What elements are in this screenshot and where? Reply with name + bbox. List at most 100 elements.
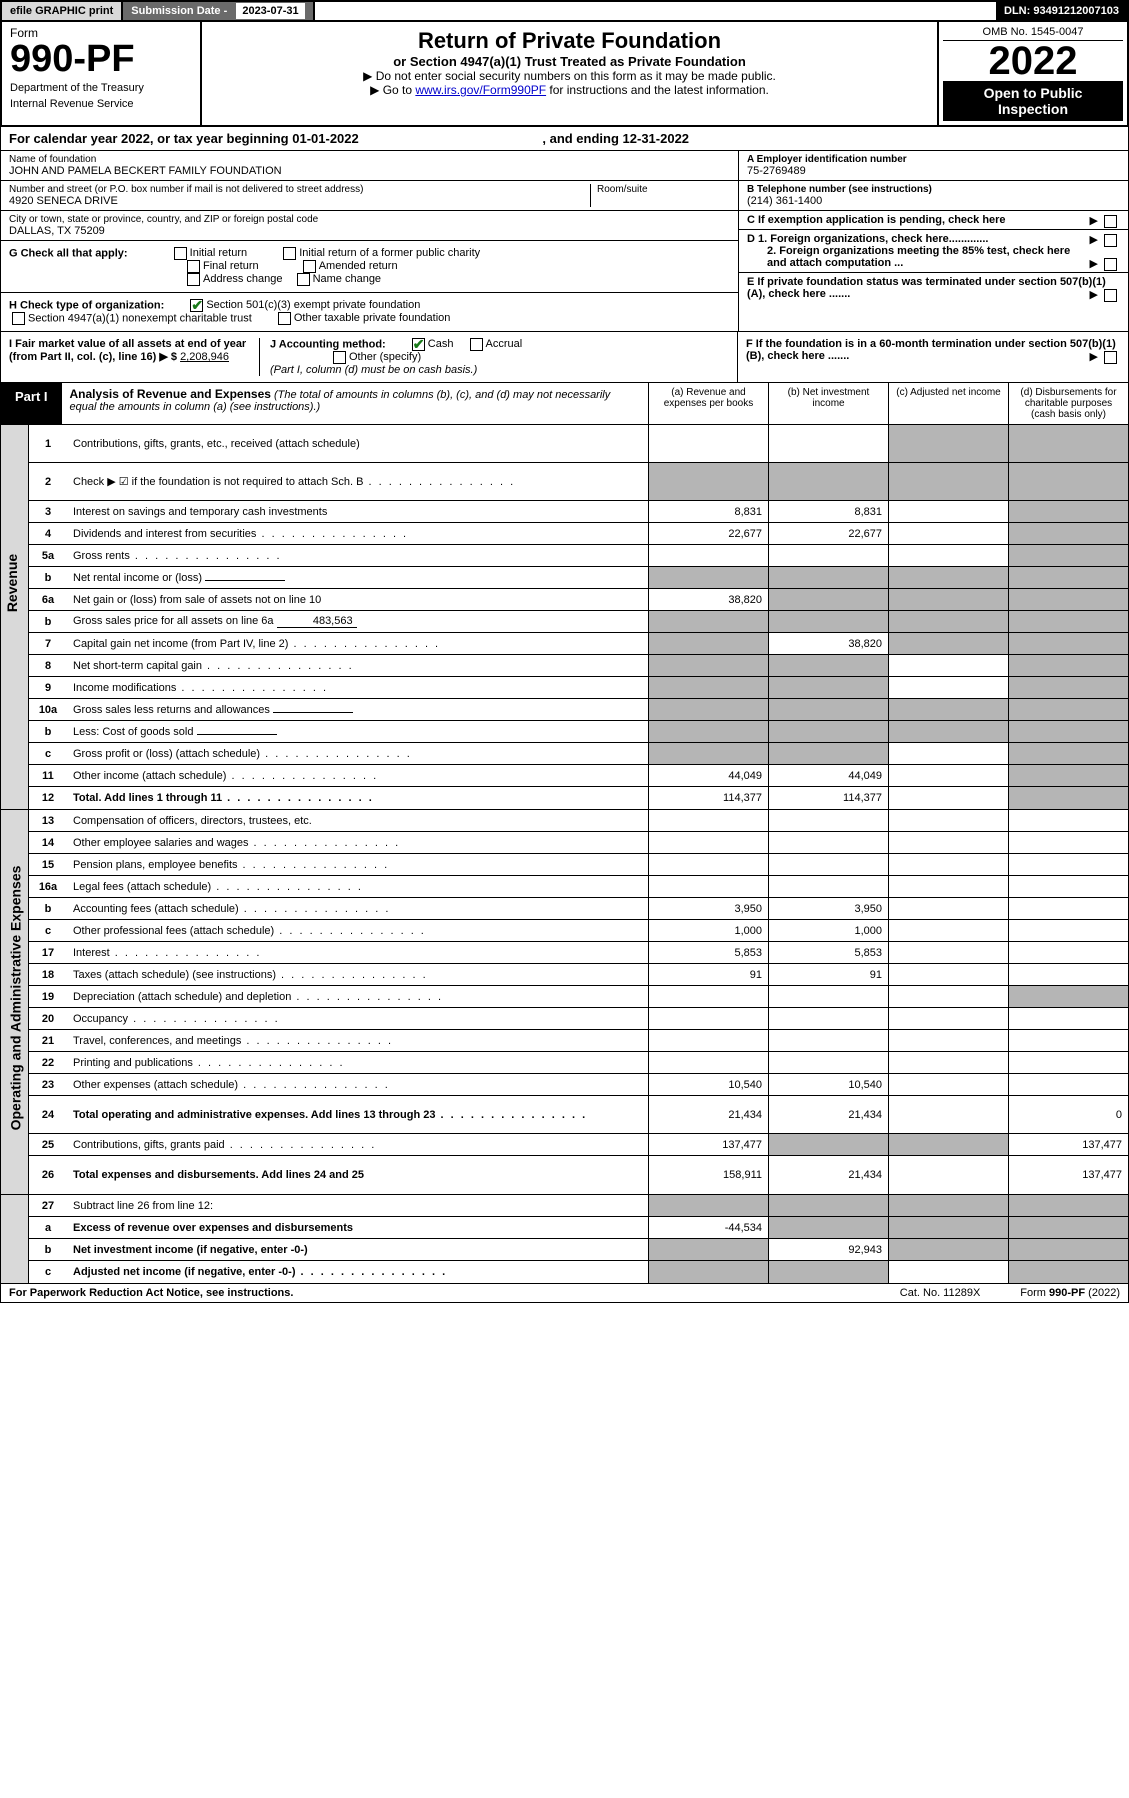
d1-checkbox[interactable] xyxy=(1104,234,1117,247)
table-row: 8Net short-term capital gain xyxy=(29,655,1128,677)
expenses-text: Operating and Administrative Expenses xyxy=(7,866,23,1131)
cell-a xyxy=(648,986,768,1007)
cell-c xyxy=(888,876,1008,897)
row-label: Taxes (attach schedule) (see instruction… xyxy=(67,966,648,984)
table-row: 25Contributions, gifts, grants paid137,4… xyxy=(29,1134,1128,1156)
row-number: 8 xyxy=(29,657,67,675)
cell-d: 137,477 xyxy=(1008,1156,1128,1194)
accrual-checkbox[interactable] xyxy=(470,338,483,351)
form-header: Form 990-PF Department of the Treasury I… xyxy=(0,22,1129,127)
4947a1-checkbox[interactable] xyxy=(12,312,25,325)
cell-c xyxy=(888,1156,1008,1194)
c-checkbox[interactable] xyxy=(1104,215,1117,228)
e-checkbox[interactable] xyxy=(1104,289,1117,302)
cal-text2: , and ending xyxy=(542,131,622,146)
row-number: b xyxy=(29,723,67,741)
501c3-checkbox[interactable] xyxy=(190,299,203,312)
table-row: 11Other income (attach schedule)44,04944… xyxy=(29,765,1128,787)
cell-b xyxy=(768,611,888,632)
name-change-checkbox[interactable] xyxy=(297,273,310,286)
e-label: E If private foundation status was termi… xyxy=(747,276,1106,300)
cell-d xyxy=(1008,787,1128,809)
g-opt-1: Initial return of a former public charit… xyxy=(299,247,480,259)
cell-d xyxy=(1008,1008,1128,1029)
cell-c xyxy=(888,633,1008,654)
cash-checkbox[interactable] xyxy=(412,338,425,351)
row-number: 20 xyxy=(29,1010,67,1028)
row-number: 23 xyxy=(29,1076,67,1094)
row-number: 7 xyxy=(29,635,67,653)
cell-b xyxy=(768,1195,888,1216)
d2-label: 2. Foreign organizations meeting the 85%… xyxy=(767,245,1070,269)
other-method-checkbox[interactable] xyxy=(333,351,346,364)
cell-d xyxy=(1008,463,1128,500)
row-number: 14 xyxy=(29,834,67,852)
table-row: 26Total expenses and disbursements. Add … xyxy=(29,1156,1128,1194)
cell-a: 158,911 xyxy=(648,1156,768,1194)
footer: For Paperwork Reduction Act Notice, see … xyxy=(0,1284,1129,1303)
cell-a xyxy=(648,463,768,500)
row-number: 24 xyxy=(29,1106,67,1124)
row-label: Occupancy xyxy=(67,1010,648,1028)
initial-return-checkbox[interactable] xyxy=(174,247,187,260)
d2-checkbox[interactable] xyxy=(1104,258,1117,271)
amended-return-checkbox[interactable] xyxy=(303,260,316,273)
cell-d xyxy=(1008,964,1128,985)
table-row: 12Total. Add lines 1 through 11114,37711… xyxy=(29,787,1128,809)
row-number: 4 xyxy=(29,525,67,543)
row-number: b xyxy=(29,569,67,587)
cell-a xyxy=(648,1030,768,1051)
row-number: 27 xyxy=(29,1197,67,1215)
cell-d xyxy=(1008,920,1128,941)
cell-a xyxy=(648,1052,768,1073)
row-label: Total expenses and disbursements. Add li… xyxy=(67,1166,648,1184)
row-number: b xyxy=(29,900,67,918)
cell-d xyxy=(1008,765,1128,786)
instr2-post: for instructions and the latest informat… xyxy=(546,83,769,97)
cell-a xyxy=(648,633,768,654)
address-change-checkbox[interactable] xyxy=(187,273,200,286)
cell-c xyxy=(888,898,1008,919)
f-checkbox[interactable] xyxy=(1104,351,1117,364)
d1-label: D 1. Foreign organizations, check here..… xyxy=(747,233,988,245)
row-label: Gross sales less returns and allowances xyxy=(67,701,648,719)
cell-c xyxy=(888,523,1008,544)
h-label: H Check type of organization: xyxy=(9,299,164,311)
table-row: 16aLegal fees (attach schedule) xyxy=(29,876,1128,898)
cal-begin: 01-01-2022 xyxy=(292,131,359,146)
efile-label: efile GRAPHIC print xyxy=(2,2,123,20)
header-center: Return of Private Foundation or Section … xyxy=(202,22,937,125)
table-row: bLess: Cost of goods sold xyxy=(29,721,1128,743)
initial-former-checkbox[interactable] xyxy=(283,247,296,260)
row-number: 22 xyxy=(29,1054,67,1072)
cell-c xyxy=(888,964,1008,985)
sub-date-label: Submission Date - xyxy=(131,5,230,17)
irs-link[interactable]: www.irs.gov/Form990PF xyxy=(415,83,546,97)
cell-d xyxy=(1008,699,1128,720)
cell-c xyxy=(888,589,1008,610)
cell-d xyxy=(1008,655,1128,676)
table-row: bGross sales price for all assets on lin… xyxy=(29,611,1128,633)
cell-a: 22,677 xyxy=(648,523,768,544)
cell-b xyxy=(768,876,888,897)
cell-a: 137,477 xyxy=(648,1134,768,1155)
cell-a: 21,434 xyxy=(648,1096,768,1133)
cell-c xyxy=(888,942,1008,963)
dept-treasury: Department of the Treasury xyxy=(10,82,192,94)
cell-a xyxy=(648,611,768,632)
cell-d xyxy=(1008,425,1128,462)
cell-a xyxy=(648,699,768,720)
final-return-checkbox[interactable] xyxy=(187,260,200,273)
cell-d xyxy=(1008,1030,1128,1051)
g-opt-0: Initial return xyxy=(190,247,247,259)
cell-d xyxy=(1008,1261,1128,1283)
row-label: Travel, conferences, and meetings xyxy=(67,1032,648,1050)
table-row: aExcess of revenue over expenses and dis… xyxy=(29,1217,1128,1239)
row-number: 5a xyxy=(29,547,67,565)
other-taxable-checkbox[interactable] xyxy=(278,312,291,325)
g-opt-3: Amended return xyxy=(319,260,398,272)
cell-a xyxy=(648,1261,768,1283)
city-cell: City or town, state or province, country… xyxy=(1,211,738,241)
revenue-side-label: Revenue xyxy=(1,425,29,809)
row-number: 2 xyxy=(29,473,67,491)
